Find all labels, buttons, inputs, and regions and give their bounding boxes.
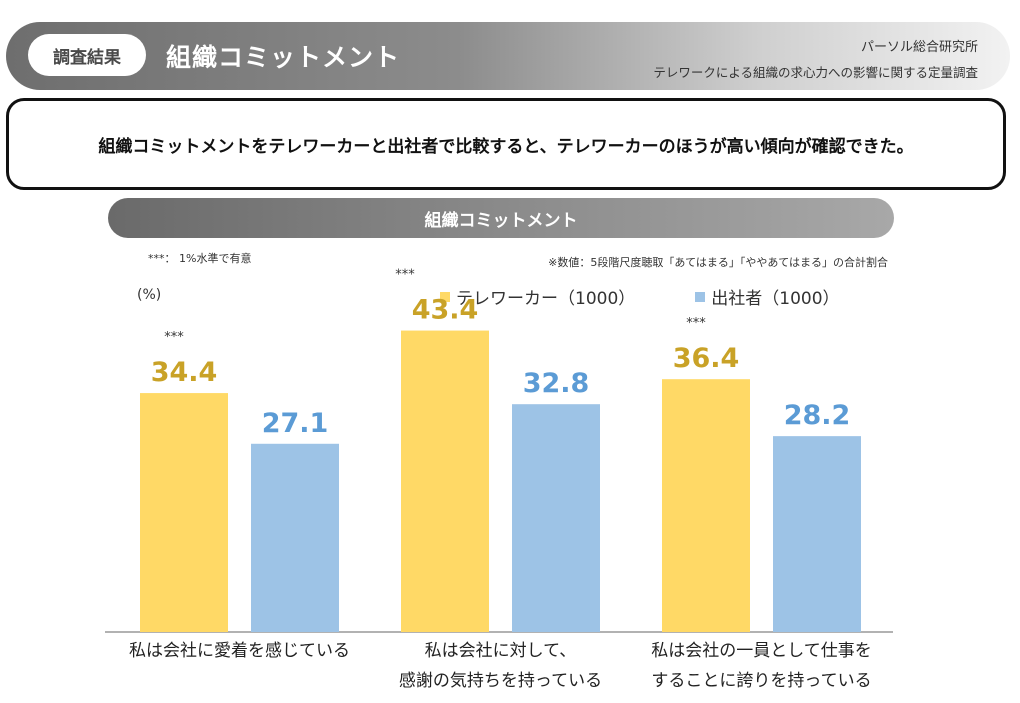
data-label-office-3: 28.2 [784, 400, 851, 431]
category-label-line1: 私は会社に愛着を感じている [129, 641, 350, 661]
category-label-line2: することに誇りを持っている [651, 671, 872, 691]
summary-text: 組織コミットメントをテレワーカーと出社者で比較すると、テレワーカーのほうが高い傾… [98, 136, 914, 157]
legend-label-office: 出社者（1000） [711, 289, 840, 309]
values-note: ※数値：5段階尺度聴取「あてはまる」「ややあてはまる」の合計割合 [548, 256, 888, 269]
legend: テレワーカー（1000） 出社者（1000） [440, 284, 840, 309]
significance-marker-3: *** [686, 316, 706, 331]
chart-title: 組織コミットメント [424, 210, 578, 231]
bar-office-2 [512, 404, 600, 632]
legend-swatch-office [695, 291, 706, 302]
bar-office-3 [773, 436, 861, 632]
data-label-office-2: 32.8 [523, 368, 590, 399]
legend-label-telework: テレワーカー（1000） [456, 289, 636, 309]
data-label-office-1: 27.1 [262, 408, 329, 439]
legend-item-telework: テレワーカー（1000） [440, 284, 635, 309]
unit-label: (%) [137, 287, 162, 303]
header-banner: 調査結果 組織コミットメント パーソル総合研究所 テレワークによる組織の求心力へ… [6, 22, 1010, 90]
legend-item-office: 出社者（1000） [695, 284, 840, 309]
significance-note: ***： 1%水準で有意 [148, 252, 252, 265]
category-label-line1: 私は会社の一員として仕事を [651, 641, 872, 661]
significance-marker-2: *** [395, 268, 415, 283]
category-label-1: 私は会社に愛着を感じている [110, 636, 370, 666]
category-label-2: 私は会社に対して、感謝の気持ちを持っている [371, 636, 631, 696]
category-label-3: 私は会社の一員として仕事を することに誇りを持っている [632, 636, 892, 696]
summary-box: 組織コミットメントをテレワーカーと出社者で比較すると、テレワーカーのほうが高い傾… [6, 98, 1006, 190]
significance-marker-1: *** [164, 330, 184, 345]
survey-subtitle: テレワークによる組織の求心力への影響に関する定量調査 [653, 65, 978, 80]
category-label-line2: 感謝の気持ちを持っている [398, 671, 603, 691]
header-tag: 調査結果 [28, 34, 146, 76]
chart-title-bar: 組織コミットメント [108, 198, 894, 238]
page-title: 組織コミットメント [166, 43, 401, 72]
category-label-line1: 私は会社に対して、 [424, 641, 577, 661]
bar-telework-1 [140, 393, 228, 632]
data-label-telework-3: 36.4 [673, 343, 740, 374]
bar-telework-3 [662, 379, 750, 632]
organization-name: パーソル総合研究所 [860, 40, 978, 55]
bar-office-1 [251, 443, 339, 632]
bar-telework-2 [401, 330, 489, 632]
legend-swatch-telework [440, 291, 450, 302]
data-label-telework-2: 43.4 [412, 295, 479, 326]
data-label-telework-1: 34.4 [151, 357, 218, 388]
